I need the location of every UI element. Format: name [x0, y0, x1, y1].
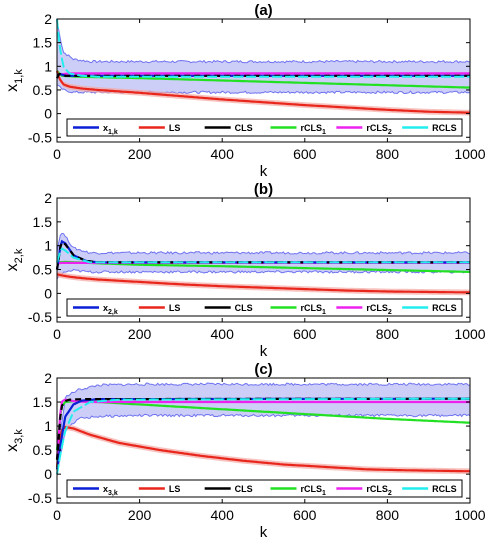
y-axis-label: x2,k — [4, 248, 25, 271]
x-tick-label: 200 — [128, 326, 152, 342]
x-tick-label: 400 — [211, 326, 235, 342]
x-tick-label: 200 — [128, 507, 152, 523]
x-tick-label: 400 — [211, 146, 235, 162]
legend-label-LS: LS — [169, 123, 181, 133]
y-tick-label: 0 — [44, 466, 52, 482]
y-tick-label: 1 — [44, 418, 52, 434]
legend-label-RCLS: RCLS — [432, 484, 457, 494]
y-tick-label: 2 — [44, 11, 52, 27]
x-axis-label: k — [260, 163, 268, 180]
y-axis-label: x1,k — [4, 69, 25, 92]
panel-title: (a) — [254, 2, 272, 19]
y-tick-label: 0 — [44, 285, 52, 301]
legend-label-CLS: CLS — [235, 484, 253, 494]
y-tick-label: 0.5 — [33, 82, 53, 98]
y-tick-label: 1.5 — [33, 35, 53, 51]
x-tick-label: 600 — [293, 326, 317, 342]
x-tick-label: 0 — [53, 146, 61, 162]
panel-title: (c) — [254, 361, 272, 378]
x-tick-label: 1000 — [454, 326, 485, 342]
x-tick-label: 0 — [53, 507, 61, 523]
y-tick-label: 0.5 — [33, 442, 53, 458]
legend-label-RCLS: RCLS — [432, 303, 457, 313]
y-tick-label: 0.5 — [33, 262, 53, 278]
legend-label-RCLS: RCLS — [432, 123, 457, 133]
y-tick-label: 0 — [44, 106, 52, 122]
x-tick-label: 200 — [128, 146, 152, 162]
y-axis-label: x3,k — [4, 429, 25, 452]
y-tick-label: 1 — [44, 58, 52, 74]
x-tick-label: 1000 — [454, 146, 485, 162]
y-tick-label: -0.5 — [28, 490, 52, 506]
x-tick-label: 800 — [376, 146, 400, 162]
y-tick-label: 2 — [44, 370, 52, 386]
x-tick-label: 600 — [293, 507, 317, 523]
x-axis-label: k — [260, 524, 268, 539]
legend-label-LS: LS — [169, 484, 181, 494]
x-tick-label: 800 — [376, 326, 400, 342]
x-tick-label: 400 — [211, 507, 235, 523]
y-tick-label: 2 — [44, 190, 52, 206]
y-tick-label: 1 — [44, 238, 52, 254]
legend-label-LS: LS — [169, 303, 181, 313]
x-tick-label: 0 — [53, 326, 61, 342]
x-tick-label: 800 — [376, 507, 400, 523]
x-tick-label: 1000 — [454, 507, 485, 523]
legend-label-CLS: CLS — [235, 303, 253, 313]
y-tick-label: 1.5 — [33, 214, 53, 230]
x-axis-label: k — [260, 343, 268, 360]
legend-label-CLS: CLS — [235, 123, 253, 133]
x-tick-label: 600 — [293, 146, 317, 162]
panel-title: (b) — [254, 181, 273, 198]
y-tick-label: -0.5 — [28, 309, 52, 325]
y-tick-label: -0.5 — [28, 129, 52, 145]
y-tick-label: 1.5 — [33, 394, 53, 410]
